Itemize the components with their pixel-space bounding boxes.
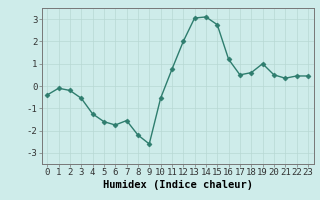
X-axis label: Humidex (Indice chaleur): Humidex (Indice chaleur) <box>103 180 252 190</box>
